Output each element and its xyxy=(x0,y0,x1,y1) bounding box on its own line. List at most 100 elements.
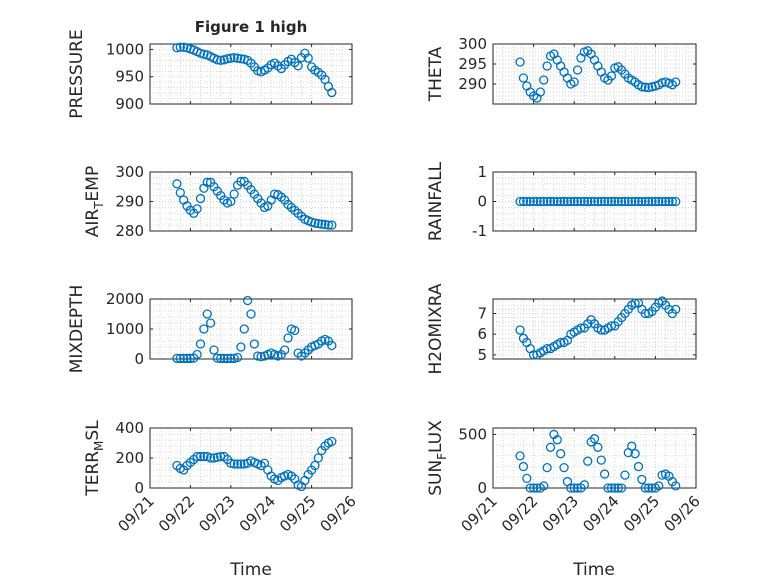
data-point xyxy=(647,82,657,92)
data-point xyxy=(280,345,290,355)
y-axis-label: THETA xyxy=(426,46,446,102)
data-point xyxy=(313,218,323,229)
data-point xyxy=(569,196,579,207)
data-point xyxy=(327,340,337,351)
data-point xyxy=(515,57,525,67)
data-point xyxy=(664,196,674,207)
data-point xyxy=(556,449,566,459)
data-point xyxy=(650,196,661,207)
data-point xyxy=(209,345,219,355)
data-markers xyxy=(172,42,337,98)
data-point xyxy=(586,196,596,207)
y-tick-label: 500 xyxy=(458,425,487,443)
subplot-theta: 290 295 300 THETA xyxy=(426,35,697,105)
data-point xyxy=(310,460,320,471)
y-axis-label: AIRTEMP xyxy=(83,166,106,237)
data-point xyxy=(552,196,562,207)
data-point xyxy=(566,483,576,493)
data-point xyxy=(236,54,246,64)
data-point xyxy=(179,42,189,52)
subplot-rainfall: -1 0 1 RAINFALL xyxy=(426,161,697,241)
data-point xyxy=(589,434,600,444)
data-point xyxy=(637,196,647,207)
data-point xyxy=(616,483,627,493)
data-point xyxy=(593,442,603,452)
data-point xyxy=(576,323,586,333)
data-point xyxy=(569,77,579,87)
data-markers xyxy=(172,295,337,364)
data-point xyxy=(226,353,236,364)
data-point xyxy=(593,196,603,207)
data-point xyxy=(542,462,552,473)
data-point xyxy=(209,453,219,463)
data-point xyxy=(525,483,535,493)
data-point xyxy=(199,49,209,60)
data-point xyxy=(192,451,202,462)
y-tick-label: 300 xyxy=(115,163,144,181)
data-point xyxy=(226,53,236,63)
data-point xyxy=(515,451,525,461)
data-point xyxy=(522,196,532,207)
data-point xyxy=(542,61,552,71)
data-point xyxy=(640,483,650,493)
data-point xyxy=(606,71,617,81)
data-point xyxy=(630,449,640,459)
data-point xyxy=(522,473,532,484)
y-tick-label: 6 xyxy=(477,325,487,343)
data-point xyxy=(610,483,620,493)
data-point xyxy=(229,459,239,469)
y-axis-label: PRESSURE xyxy=(67,29,87,118)
data-point xyxy=(596,325,606,335)
data-point xyxy=(182,353,192,364)
data-point xyxy=(253,351,263,361)
axes-frame xyxy=(492,43,697,105)
data-point xyxy=(525,196,535,207)
data-point xyxy=(643,196,654,207)
y-tick-label: 900 xyxy=(115,95,144,113)
minor-grid xyxy=(149,298,353,360)
axes-frame xyxy=(492,298,697,360)
data-point xyxy=(256,351,266,362)
data-point xyxy=(320,219,330,230)
data-point xyxy=(640,82,650,92)
data-point xyxy=(603,196,613,207)
y-tick-label: 290 xyxy=(458,75,487,93)
data-point xyxy=(671,77,681,87)
data-point xyxy=(327,220,337,230)
data-point xyxy=(303,53,313,63)
data-point xyxy=(542,196,552,207)
data-point xyxy=(539,196,549,207)
data-point xyxy=(205,453,216,463)
data-point xyxy=(216,353,226,364)
data-point xyxy=(620,196,630,207)
data-point xyxy=(313,453,323,463)
data-point xyxy=(637,82,647,92)
data-point xyxy=(532,483,542,493)
data-point xyxy=(542,344,552,354)
data-point xyxy=(596,455,606,465)
data-point xyxy=(640,196,650,207)
subplot-pressure: 900 950 1000 PRESSURE xyxy=(67,29,353,119)
data-point xyxy=(647,196,657,207)
y-tick-label: 300 xyxy=(458,35,487,53)
data-point xyxy=(172,43,182,53)
axes-frame xyxy=(149,43,353,105)
data-point xyxy=(630,298,640,308)
subplot-sun-flux: 0500SUNFLUX09/2109/2209/2309/2409/2509/2… xyxy=(426,420,704,536)
y-axis-label: SUNFLUX xyxy=(426,420,449,496)
data-point xyxy=(222,353,233,364)
data-point xyxy=(310,218,320,228)
data-point xyxy=(556,337,566,348)
y-tick-label: 7 xyxy=(477,304,487,322)
data-point xyxy=(569,483,579,493)
data-point xyxy=(606,483,617,493)
data-point xyxy=(199,324,209,334)
data-point xyxy=(603,483,613,493)
data-point xyxy=(579,196,589,207)
data-point xyxy=(283,333,293,343)
y-tick-label: 1 xyxy=(477,163,487,181)
data-point xyxy=(671,304,681,314)
data-point xyxy=(583,196,593,207)
data-point xyxy=(613,196,623,207)
